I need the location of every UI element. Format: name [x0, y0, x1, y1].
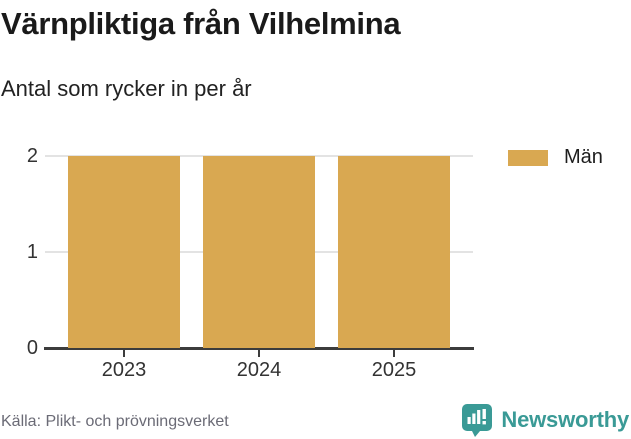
legend: Män — [508, 146, 603, 169]
x-tick-2023 — [123, 349, 125, 357]
brand-logo: Newsworthy — [461, 403, 629, 437]
x-tick-2024 — [258, 349, 260, 357]
bar-2024 — [203, 156, 315, 348]
y-tick-label-2: 2 — [26, 145, 38, 167]
source-text: Källa: Plikt- och prövningsverket — [1, 413, 229, 430]
chart-subtitle: Antal som rycker in per år — [1, 76, 252, 101]
legend-swatch-man — [508, 149, 548, 166]
x-tick-2025 — [393, 349, 395, 357]
brand-name: Newsworthy — [501, 407, 629, 432]
legend-label-man: Män — [564, 146, 603, 168]
x-tick-label-2025: 2025 — [371, 359, 417, 381]
bar-2023 — [68, 156, 180, 348]
y-tick-label-1: 1 — [26, 241, 38, 263]
x-tick-label-2023: 2023 — [101, 359, 147, 381]
y-tick-label-0: 0 — [26, 337, 38, 359]
newsworthy-logo-icon — [461, 403, 493, 437]
plot-area — [44, 155, 474, 350]
x-tick-label-2024: 2024 — [236, 359, 282, 381]
chart-title: Värnpliktiga från Vilhelmina — [1, 6, 401, 41]
bar-2025 — [338, 156, 450, 348]
x-axis-line — [44, 347, 474, 350]
